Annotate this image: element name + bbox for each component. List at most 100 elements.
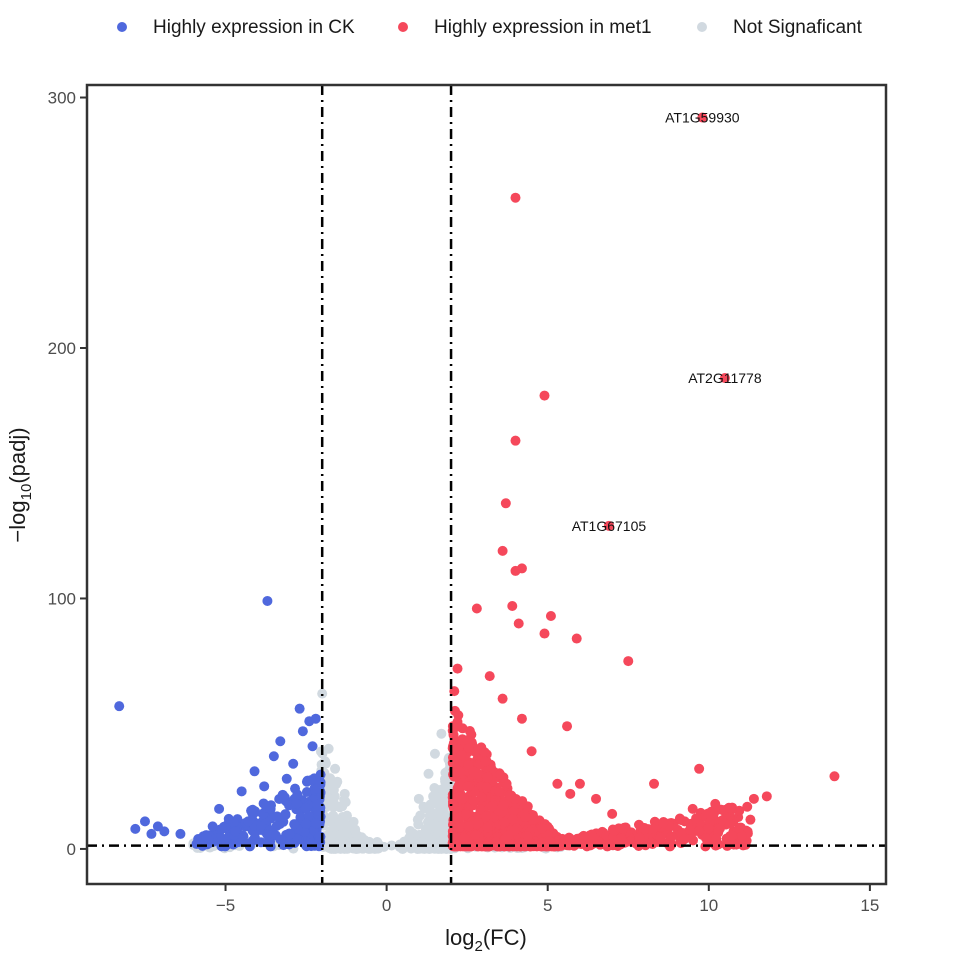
ns-point [437,820,448,831]
met1-point [740,839,751,850]
met1-point [725,803,736,814]
ck-point [114,701,125,712]
met1-point [726,830,737,841]
ck-point [255,821,266,832]
ns-point [339,788,350,799]
met1-point [494,786,505,797]
met1-point [565,788,576,799]
gene-label: AT1G59930 [665,110,740,126]
ck-point [275,736,286,747]
ck-point [259,781,270,792]
met1-point [510,435,521,446]
y-tick-label: 0 [67,840,76,859]
met1-points [447,112,840,852]
met1-point [484,671,495,682]
met1-point [500,498,511,509]
not-significant-points [188,688,566,854]
ck-point [307,741,318,752]
met1-point [447,721,458,732]
ns-point [334,817,345,828]
met1-point [463,742,474,753]
ck-point [191,838,202,849]
met1-point [694,763,705,774]
met1-point [497,545,508,556]
x-axis-title-base: log [445,925,474,950]
met1-point [719,373,730,384]
ck-point [303,810,314,821]
met1-point [481,782,492,793]
ck-point [280,809,291,820]
met1-point [468,795,479,806]
ck-point [272,811,283,822]
y-axis-title: −log10(padj) [5,427,35,542]
ck-point [278,791,289,802]
met1-point [544,836,555,847]
ck-point [300,803,311,814]
met1-point [455,766,466,777]
ns-point [350,824,361,835]
ck-point [312,783,323,794]
met1-point [742,801,753,812]
ck-point [294,703,305,714]
ck-point [207,821,218,832]
met1-point [452,663,463,674]
plot-panel-border [85,83,888,886]
ck-point [297,726,308,737]
met1-point [487,801,498,812]
ck-point [130,823,141,834]
met1-point [736,830,747,841]
ck-point [175,828,186,839]
met1-point [497,693,508,704]
ck-point [275,834,286,845]
met1-point [603,520,614,531]
ns-point [331,842,342,853]
x-tick-label: 10 [699,896,718,915]
met1-point [520,811,531,822]
ck-point [310,713,321,724]
met1-point [453,710,464,721]
met1-point [647,823,658,834]
met1-point [495,769,506,780]
met1-point [691,813,702,824]
met1-point [448,831,459,842]
legend-marker-met1 [398,22,408,32]
ns-point [317,688,328,699]
ns-point [340,828,351,839]
met1-point [687,803,698,814]
ns-point [328,810,339,821]
met1-point [587,839,598,850]
x-axis-title-rest: (FC) [483,925,527,950]
ns-point [428,791,439,802]
ck-point [217,823,228,834]
met1-point [649,778,660,789]
met1-point [562,834,573,845]
ns-point [323,743,334,754]
ck-point [300,840,311,851]
met1-point [510,192,521,203]
met1-point [702,808,713,819]
ck-point [139,816,150,827]
ns-point [386,840,397,851]
ns-point [408,841,419,852]
met1-point [685,824,696,835]
ck-point [249,766,260,777]
ck-points [114,595,326,852]
ck-point [268,751,279,762]
legend-marker-ns [697,22,707,32]
met1-point [470,829,481,840]
met1-point [562,721,573,732]
met1-point [480,756,491,767]
ns-point [348,816,359,827]
x-tick-label: 0 [382,896,391,915]
y-tick-label: 300 [48,89,76,108]
met1-point [522,831,533,842]
ns-point [406,828,417,839]
met1-point [717,815,728,826]
y-axis-title-sub: 10 [18,484,35,501]
met1-point [578,831,589,842]
ns-point [334,801,345,812]
ck-point [271,820,282,831]
met1-point [748,793,759,804]
ns-point [412,814,423,825]
